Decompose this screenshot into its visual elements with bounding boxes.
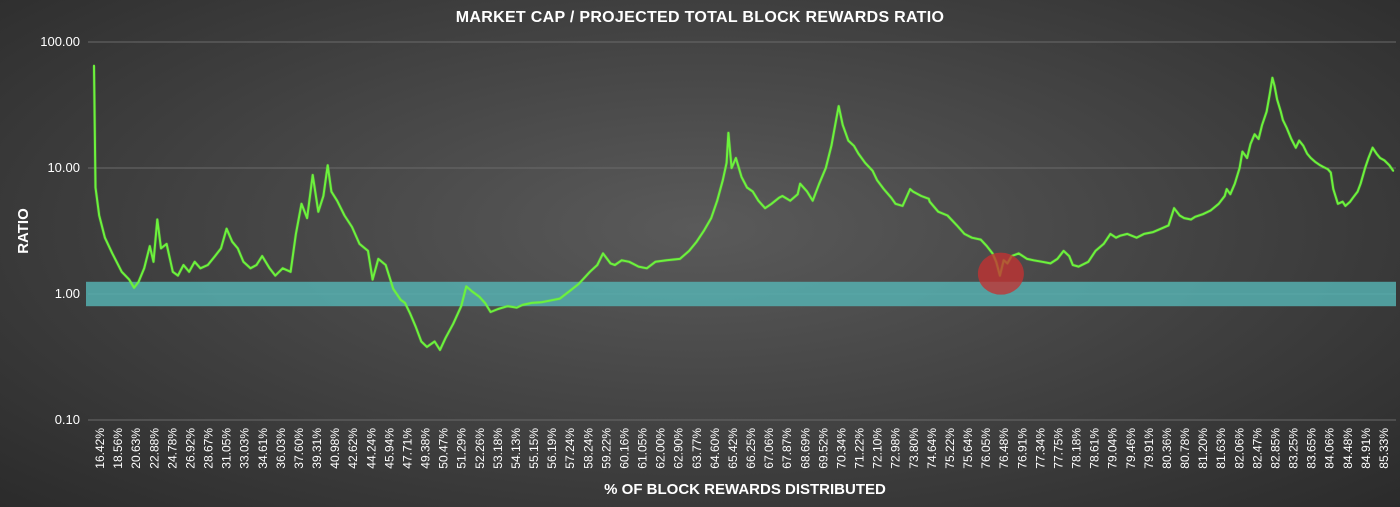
x-tick-label: 51.29% (455, 428, 469, 469)
x-tick-label: 49.38% (419, 428, 433, 469)
x-tick-label: 31.05% (220, 428, 234, 469)
x-tick-label: 62.00% (654, 428, 668, 469)
x-tick-label: 47.71% (400, 428, 414, 469)
x-tick-label: 16.42% (93, 428, 107, 469)
x-tick-label: 69.52% (816, 428, 830, 469)
x-tick-label: 44.24% (364, 428, 378, 469)
x-tick-label: 80.78% (1178, 428, 1192, 469)
x-tick-label: 28.67% (202, 428, 216, 469)
x-tick-label: 58.24% (581, 428, 595, 469)
x-tick-label: 79.46% (1124, 428, 1138, 469)
x-tick-label: 72.10% (871, 428, 885, 469)
x-tick-label: 33.03% (238, 428, 252, 469)
x-tick-label: 79.91% (1142, 428, 1156, 469)
x-tick-label: 22.88% (147, 428, 161, 469)
x-tick-label: 40.98% (328, 428, 342, 469)
x-tick-label: 63.77% (690, 428, 704, 469)
x-tick-label: 83.25% (1287, 428, 1301, 469)
x-tick-label: 82.47% (1250, 428, 1264, 469)
annotations-back (86, 281, 1396, 307)
x-tick-label: 81.20% (1196, 428, 1210, 469)
x-tick-label: 79.04% (1106, 428, 1120, 469)
x-axis-label: % OF BLOCK REWARDS DISTRIBUTED (604, 481, 886, 498)
x-tick-label: 39.31% (310, 428, 324, 469)
x-tick-label: 78.61% (1088, 428, 1102, 469)
x-tick-label: 71.22% (853, 428, 867, 469)
x-tick-label: 67.87% (780, 428, 794, 469)
x-tick-label: 65.42% (726, 428, 740, 469)
x-tick-label: 77.75% (1052, 428, 1066, 469)
y-tick-label: 1.00 (55, 286, 80, 301)
x-tick-label: 45.94% (382, 428, 396, 469)
gridlines (88, 41, 1396, 421)
x-tick-label: 78.18% (1070, 428, 1084, 469)
x-tick-label: 84.48% (1341, 428, 1355, 469)
x-tick-label: 74.64% (925, 428, 939, 469)
x-tick-label: 76.48% (997, 428, 1011, 469)
x-tick-label: 62.90% (672, 428, 686, 469)
x-tick-label: 83.65% (1305, 428, 1319, 469)
series-line-0 (93, 64, 1395, 351)
x-tick-label: 76.05% (979, 428, 993, 469)
x-tick-label: 70.34% (835, 428, 849, 469)
y-tick-label: 10.00 (47, 160, 80, 175)
x-tick-label: 36.03% (274, 428, 288, 469)
highlight-circle (977, 252, 1024, 295)
x-tick-label: 80.36% (1160, 428, 1174, 469)
y-axis-ticks: 100.00 10.00 1.00 0.10 (40, 34, 80, 427)
x-tick-label: 81.63% (1214, 428, 1228, 469)
y-tick-label: 100.00 (40, 34, 80, 49)
x-tick-label: 75.64% (961, 428, 975, 469)
x-tick-label: 68.69% (798, 428, 812, 469)
x-tick-label: 26.92% (183, 428, 197, 469)
x-tick-label: 42.62% (346, 428, 360, 469)
x-tick-label: 57.24% (563, 428, 577, 469)
x-tick-label: 60.16% (618, 428, 632, 469)
x-tick-label: 75.22% (943, 428, 957, 469)
annotations-front (977, 252, 1024, 295)
x-tick-label: 72.98% (889, 428, 903, 469)
x-tick-label: 34.61% (256, 428, 270, 469)
x-tick-label: 67.06% (762, 428, 776, 469)
x-tick-label: 18.56% (111, 428, 125, 469)
x-tick-label: 85.33% (1377, 428, 1391, 469)
x-tick-label: 76.91% (1015, 428, 1029, 469)
support-band (86, 281, 1396, 307)
x-axis-ticks: 16.42% 18.56% 20.63% 22.88% 24.78% 26.92% 28.6… (93, 428, 1391, 469)
x-tick-label: 84.06% (1323, 428, 1337, 469)
x-tick-label: 82.06% (1232, 428, 1246, 469)
y-axis-label: RATIO (15, 208, 32, 254)
x-tick-label: 61.05% (636, 428, 650, 469)
x-tick-label: 82.85% (1269, 428, 1283, 469)
series-glow-0 (92, 65, 1395, 352)
x-tick-label: 24.78% (165, 428, 179, 469)
x-tick-label: 50.47% (437, 428, 451, 469)
x-tick-label: 55.15% (527, 428, 541, 469)
series-layer (92, 64, 1395, 352)
x-tick-label: 73.80% (907, 428, 921, 469)
x-tick-label: 77.34% (1033, 428, 1047, 469)
y-tick-label: 0.10 (55, 412, 80, 427)
x-tick-label: 20.63% (129, 428, 143, 469)
x-tick-label: 64.60% (708, 428, 722, 469)
x-tick-label: 59.22% (599, 428, 613, 469)
x-tick-label: 84.91% (1359, 428, 1373, 469)
x-tick-label: 37.60% (292, 428, 306, 469)
x-tick-label: 66.25% (744, 428, 758, 469)
x-tick-label: 54.13% (509, 428, 523, 469)
x-tick-label: 56.19% (545, 428, 559, 469)
x-tick-label: 53.18% (491, 428, 505, 469)
x-tick-label: 52.26% (473, 428, 487, 469)
chart-title: MARKET CAP / PROJECTED TOTAL BLOCK REWAR… (456, 9, 945, 26)
